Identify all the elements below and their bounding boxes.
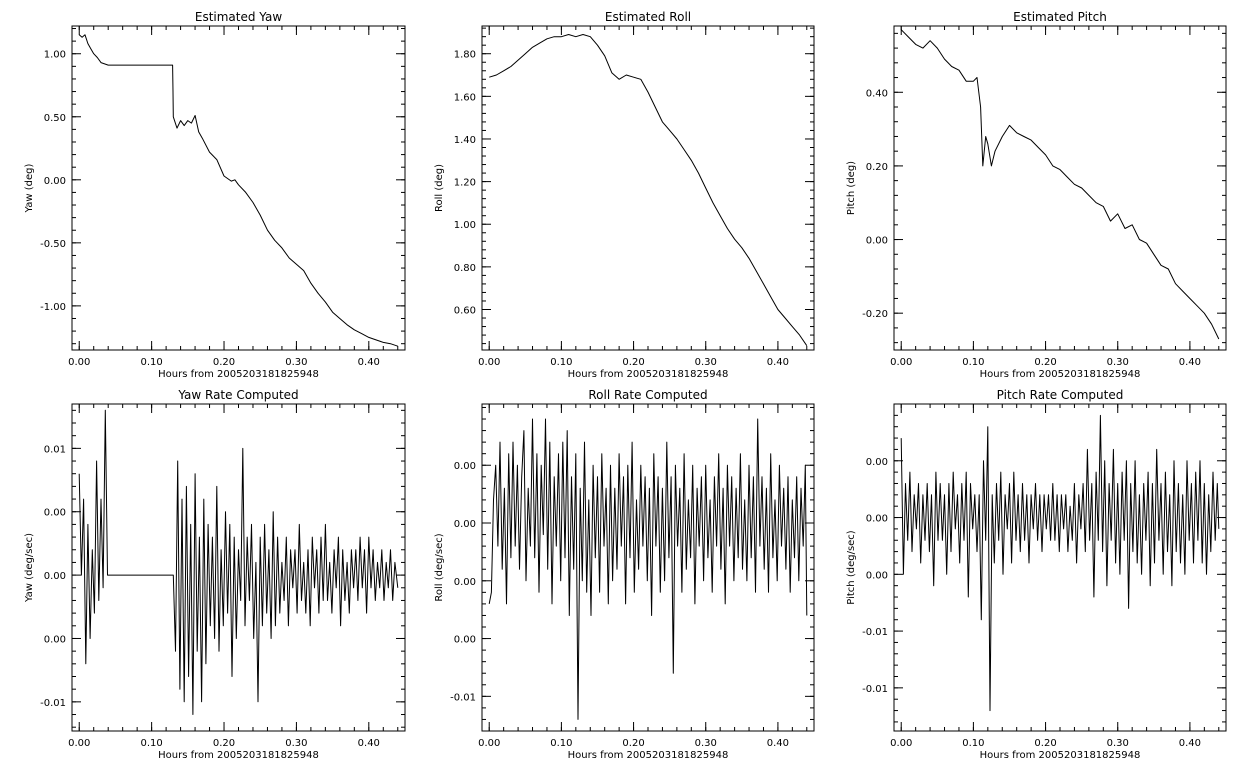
x-tick-label: 0.40 <box>767 738 789 749</box>
y-tick-label: 0.00 <box>866 570 888 581</box>
y-tick-label: 0.20 <box>866 162 888 173</box>
y-tick-label: 1.00 <box>454 220 476 231</box>
data-line <box>78 409 399 715</box>
y-axis-label: Roll (deg) <box>434 164 445 212</box>
x-tick-label: 0.30 <box>1107 738 1129 749</box>
y-tick-label: 1.00 <box>44 50 66 61</box>
y-tick-label: 0.00 <box>454 635 476 646</box>
y-tick-label: 0.80 <box>454 263 476 274</box>
y-tick-label: -0.01 <box>40 698 66 709</box>
y-axis-label: Yaw (deg) <box>24 163 35 213</box>
chart-title: Roll Rate Computed <box>588 388 707 402</box>
y-tick-label: 0.00 <box>454 577 476 588</box>
x-tick-label: 0.10 <box>140 738 162 749</box>
plot-frame <box>481 25 815 351</box>
y-tick-label: 0.00 <box>44 508 66 519</box>
y-tick-label: 1.80 <box>454 50 476 61</box>
x-tick-label: 0.30 <box>285 738 307 749</box>
x-tick-label: 0.10 <box>140 357 162 368</box>
y-axis-label: Pitch (deg) <box>846 161 857 215</box>
x-tick-label: 0.40 <box>767 357 789 368</box>
y-tick-label: 0.00 <box>866 457 888 468</box>
x-axis-label: Hours from 2005203181825948 <box>568 750 729 761</box>
y-tick-label: 0.00 <box>454 519 476 530</box>
y-tick-label: 0.40 <box>866 88 888 99</box>
y-tick-label: 0.00 <box>866 236 888 247</box>
x-tick-label: 0.10 <box>962 357 984 368</box>
chart-title: Estimated Pitch <box>1013 10 1107 24</box>
y-tick-label: -0.20 <box>862 309 888 320</box>
x-tick-label: 0.10 <box>550 738 572 749</box>
x-tick-label: 0.20 <box>1034 738 1056 749</box>
x-tick-label: 0.30 <box>695 738 717 749</box>
y-tick-label: 0.00 <box>44 176 66 187</box>
x-tick-label: 0.10 <box>550 357 572 368</box>
x-tick-label: 0.20 <box>622 357 644 368</box>
data-line <box>900 29 1220 340</box>
y-tick-label: 1.60 <box>454 92 476 103</box>
x-tick-label: 0.00 <box>68 357 90 368</box>
data-line <box>489 34 808 346</box>
y-tick-label: -0.01 <box>450 692 476 703</box>
x-tick-label: 0.20 <box>622 738 644 749</box>
x-tick-label: 0.10 <box>962 738 984 749</box>
x-tick-label: 0.30 <box>695 357 717 368</box>
x-tick-label: 0.20 <box>1034 357 1056 368</box>
x-tick-label: 0.20 <box>213 738 235 749</box>
x-tick-label: 0.00 <box>68 738 90 749</box>
y-axis-label: Pitch (deg/sec) <box>846 530 857 605</box>
x-tick-label: 0.40 <box>358 357 380 368</box>
x-tick-label: 0.00 <box>890 738 912 749</box>
y-tick-label: 0.00 <box>44 571 66 582</box>
y-tick-label: 0.60 <box>454 306 476 317</box>
x-axis-label: Hours from 2005203181825948 <box>980 750 1141 761</box>
x-tick-label: 0.40 <box>1179 738 1201 749</box>
y-tick-label: 0.50 <box>44 113 66 124</box>
y-axis-label: Roll (deg/sec) <box>434 533 445 601</box>
x-tick-label: 0.20 <box>213 357 235 368</box>
y-tick-label: 0.00 <box>866 514 888 525</box>
x-axis-label: Hours from 2005203181825948 <box>158 750 319 761</box>
y-tick-label: -0.01 <box>862 684 888 695</box>
x-tick-label: 0.00 <box>890 357 912 368</box>
data-line <box>900 414 1220 712</box>
x-tick-label: 0.30 <box>285 357 307 368</box>
y-tick-label: 0.01 <box>44 444 66 455</box>
plot-frame <box>71 25 406 351</box>
y-tick-label: 0.00 <box>44 634 66 645</box>
data-line <box>488 418 808 720</box>
y-tick-label: -1.00 <box>40 302 66 313</box>
x-axis-label: Hours from 2005203181825948 <box>158 369 319 380</box>
plot-frame <box>893 25 1227 351</box>
x-tick-label: 0.40 <box>1179 357 1201 368</box>
chart-title: Yaw Rate Computed <box>177 388 298 402</box>
x-tick-label: 0.00 <box>478 357 500 368</box>
data-line <box>78 34 398 347</box>
x-tick-label: 0.30 <box>1107 357 1129 368</box>
x-tick-label: 0.40 <box>358 738 380 749</box>
plot-frame <box>893 403 1227 732</box>
y-tick-label: 1.40 <box>454 135 476 146</box>
y-axis-label: Yaw (deg/sec) <box>24 533 35 603</box>
x-axis-label: Hours from 2005203181825948 <box>568 369 729 380</box>
y-tick-label: 0.00 <box>454 461 476 472</box>
y-tick-label: 1.20 <box>454 178 476 189</box>
x-axis-label: Hours from 2005203181825948 <box>980 369 1141 380</box>
y-tick-label: -0.50 <box>40 239 66 250</box>
y-tick-label: -0.01 <box>862 627 888 638</box>
chart-title: Estimated Roll <box>605 10 691 24</box>
chart-title: Estimated Yaw <box>195 10 282 24</box>
x-tick-label: 0.00 <box>478 738 500 749</box>
chart-title: Pitch Rate Computed <box>997 388 1124 402</box>
